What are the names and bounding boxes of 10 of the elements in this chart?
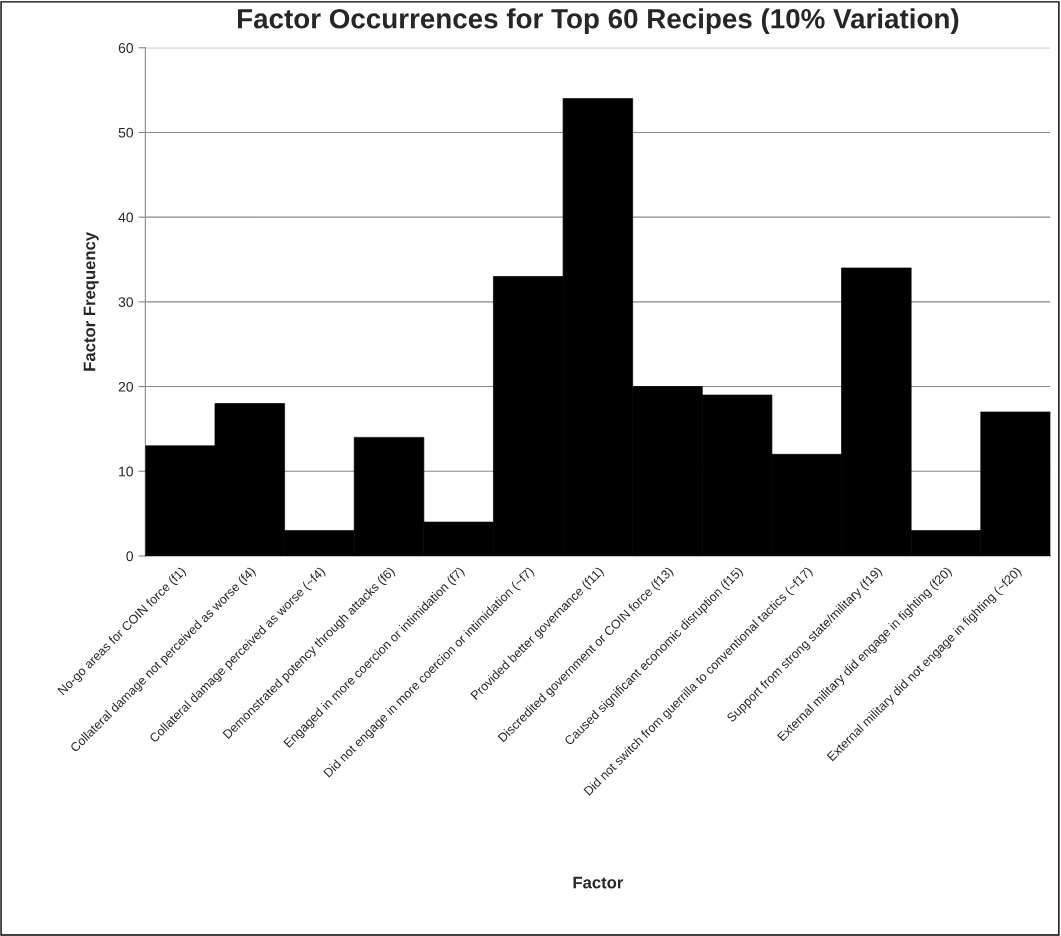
y-tick-label: 10 [119, 466, 134, 477]
y-tick-label: 40 [118, 212, 134, 223]
y-tick-label: 50 [118, 127, 134, 138]
chart-title: Factor Occurrences for Top 60 Recipes (10% Variation) [238, 8, 959, 35]
y-tick-label: 60 [118, 43, 134, 53]
y-axis-title: Factor Frequency [83, 232, 99, 371]
y-tick-label: 0 [126, 551, 134, 562]
x-axis-title: Factor [573, 876, 624, 889]
y-tick-label: 20 [118, 381, 134, 392]
y-tick-label: 30 [118, 297, 134, 308]
